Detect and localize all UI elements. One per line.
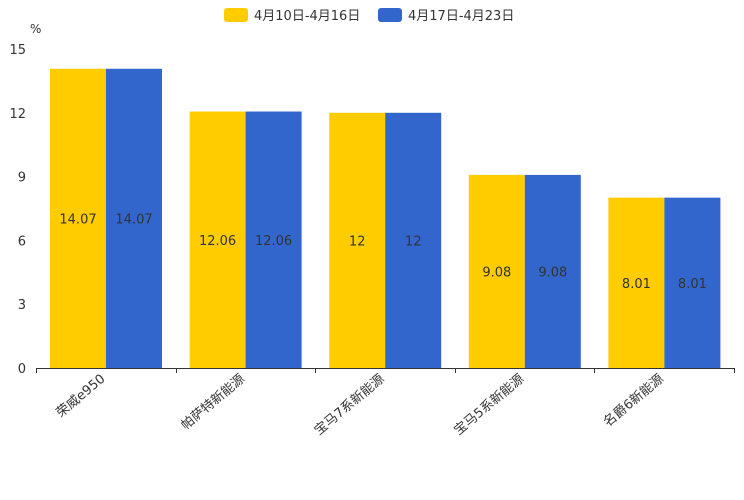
bar-1-3 bbox=[329, 112, 386, 368]
bar-value-label: 12.06 bbox=[199, 234, 236, 249]
legend-swatch-2 bbox=[378, 8, 402, 22]
bar-value-label: 12 bbox=[349, 234, 366, 249]
bar-1-2 bbox=[189, 111, 246, 369]
y-tick-label: 12 bbox=[9, 107, 26, 122]
bars: 14.07 14.07 12.06 12.06 12 12 9.08 9.08 8.01 8.01 bbox=[50, 68, 721, 369]
bar-1-1 bbox=[50, 68, 106, 368]
bar-2-5 bbox=[664, 197, 721, 368]
bar-value-label: 8.01 bbox=[678, 277, 707, 292]
x-category-label: 宝马5系新能源 bbox=[451, 371, 527, 439]
legend-label-1: 4月10日-4月16日 bbox=[254, 9, 360, 24]
y-tick-label: 15 bbox=[9, 43, 26, 58]
y-tick-label: 3 bbox=[18, 298, 26, 313]
legend-label-2: 4月17日-4月23日 bbox=[408, 9, 514, 24]
y-tick-label: 0 bbox=[18, 362, 26, 377]
legend-swatch-1 bbox=[224, 8, 248, 22]
bar-value-label: 9.08 bbox=[482, 265, 511, 280]
bar-2-3 bbox=[385, 112, 442, 368]
bar-2-2 bbox=[245, 111, 302, 369]
x-category-label: 帕萨特新能源 bbox=[178, 371, 248, 433]
legend: 4月10日-4月16日 4月17日-4月23日 bbox=[224, 8, 514, 24]
x-category-label: 荣威e950 bbox=[54, 372, 109, 421]
bar-value-label: 14.07 bbox=[115, 212, 152, 227]
x-category-label: 名爵6新能源 bbox=[600, 371, 666, 430]
bar-value-label: 12.06 bbox=[255, 234, 292, 249]
y-tick-label: 6 bbox=[18, 234, 26, 249]
y-unit-label: % bbox=[30, 22, 41, 36]
bar-value-label: 14.07 bbox=[59, 212, 96, 227]
bar-1-4 bbox=[468, 174, 525, 368]
bar-2-1 bbox=[106, 68, 162, 368]
y-tick-label: 9 bbox=[18, 171, 26, 186]
y-axis: 0 3 6 9 12 15 bbox=[9, 43, 26, 377]
bar-value-label: 8.01 bbox=[622, 277, 651, 292]
bar-value-label: 9.08 bbox=[538, 265, 567, 280]
bar-value-label: 12 bbox=[405, 234, 422, 249]
bar-1-5 bbox=[608, 197, 665, 368]
x-category-label: 宝马7系新能源 bbox=[311, 371, 387, 439]
bar-2-4 bbox=[524, 174, 581, 368]
x-axis: 荣威e950 帕萨特新能源 宝马7系新能源 宝马5系新能源 名爵6新能源 bbox=[36, 368, 735, 439]
